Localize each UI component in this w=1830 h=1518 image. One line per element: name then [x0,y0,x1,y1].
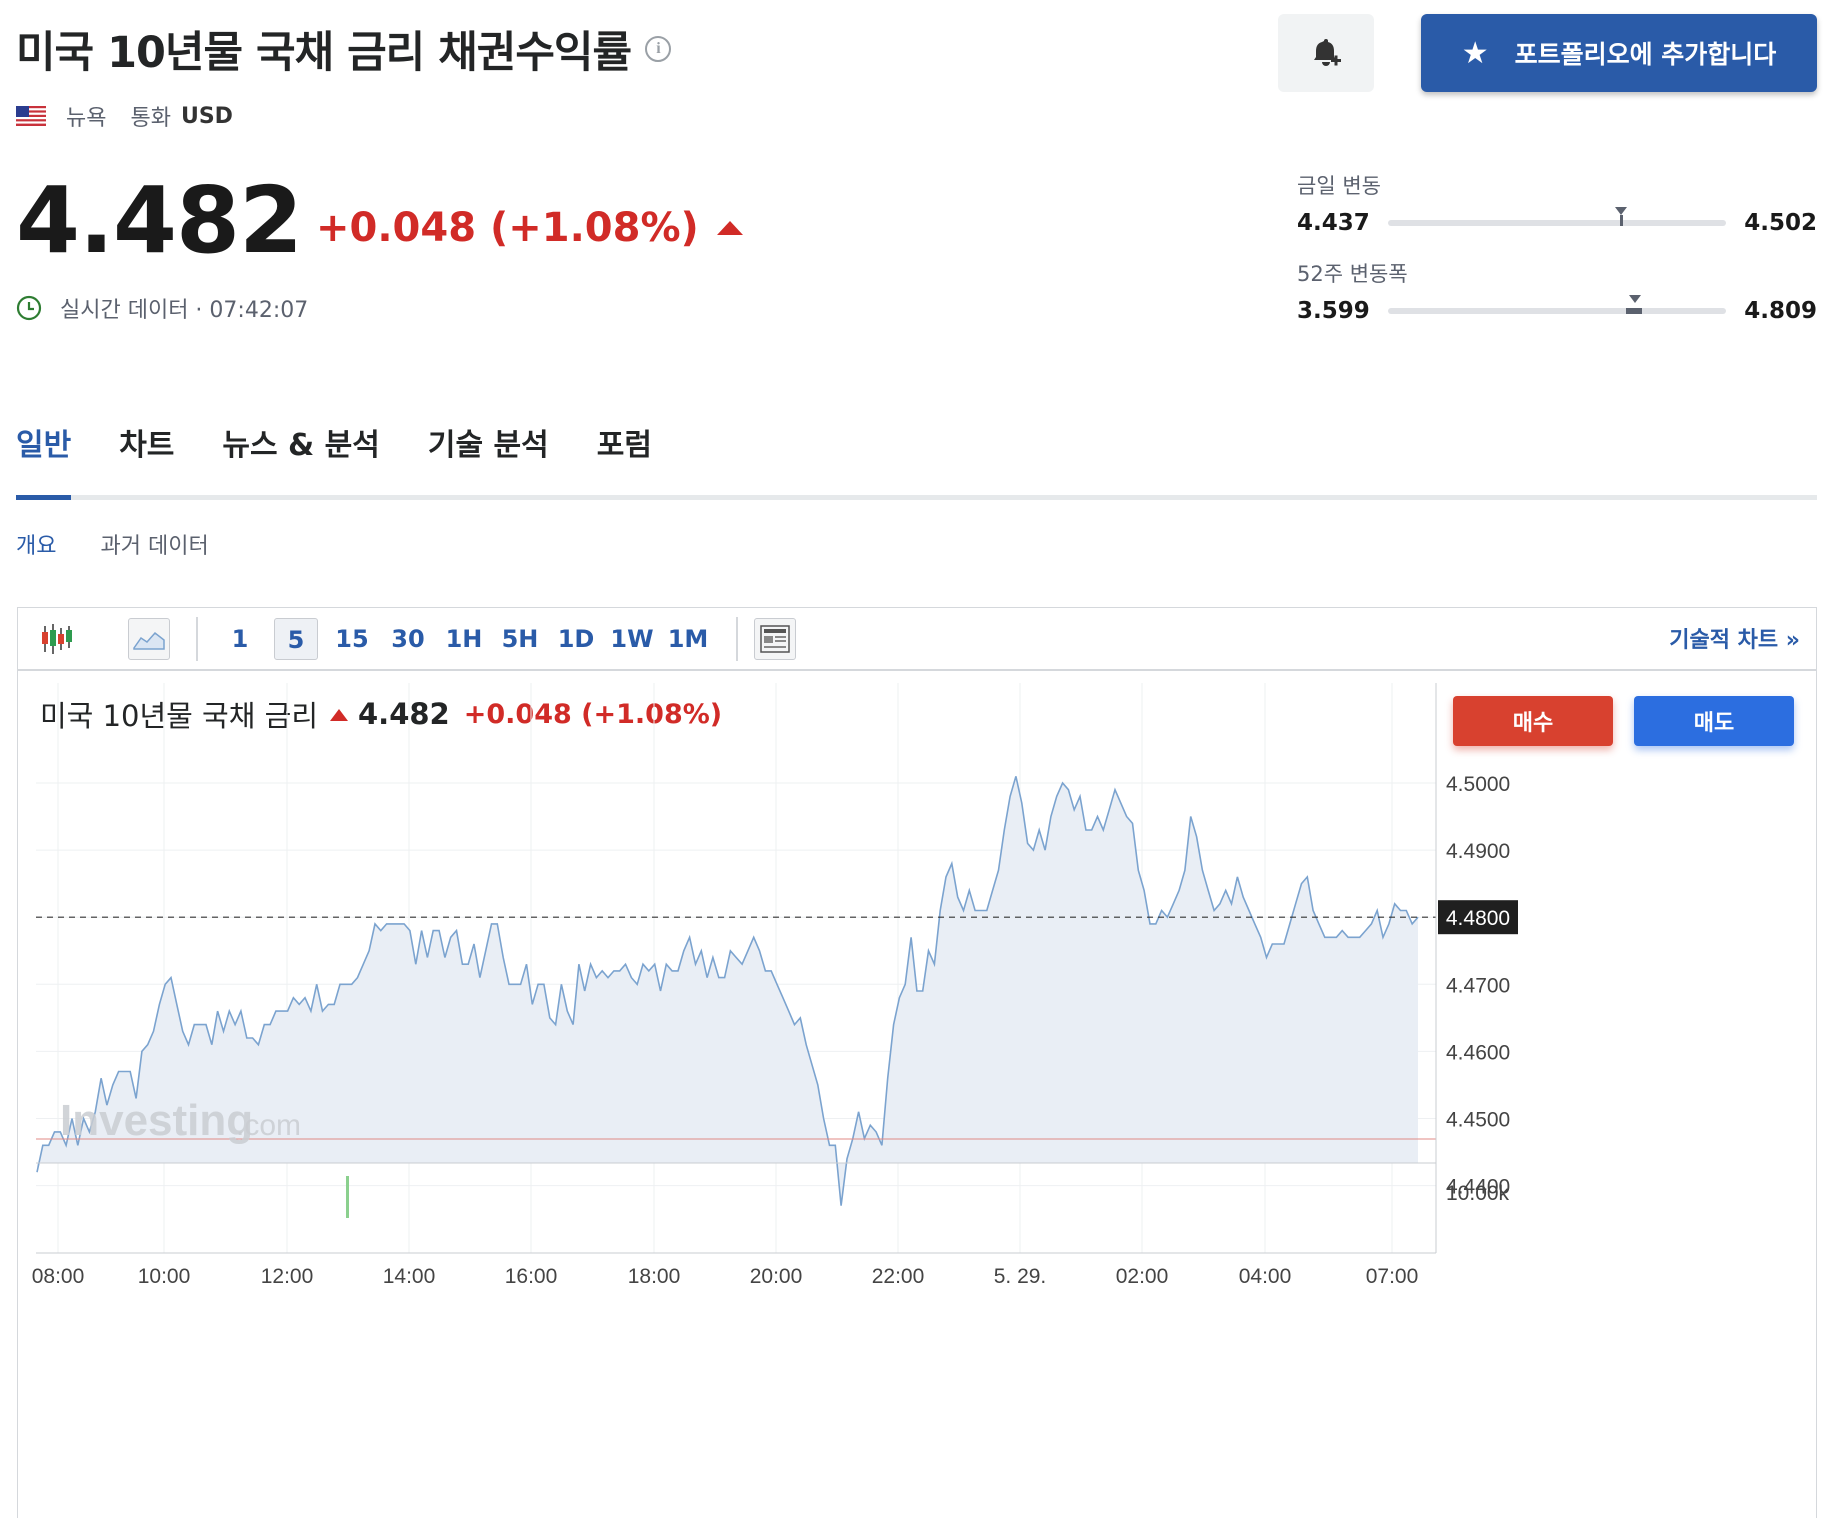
subtab-historical-data[interactable]: 과거 데이터 [100,534,209,559]
tab-technical-analysis[interactable]: 기술 분석 [427,428,549,463]
chart-toolbar: 1 5 15 30 1H 5H 1D 1W 1M 기술적 차트 » [18,608,1816,671]
y-tick-label: 4.4400 [1446,1176,1510,1199]
timeframe-1m[interactable]: 1M [667,624,709,653]
volume-axis-label: 10.00k [1446,1182,1510,1205]
day-range-marker [1615,207,1628,215]
price-change: +0.048 (+1.08%) [316,205,743,251]
bell-plus-icon [1314,39,1341,66]
52-week-high: 4.809 [1744,298,1817,324]
toolbar-divider [196,616,198,661]
x-tick-label: 16:00 [505,1265,558,1288]
technical-chart-link[interactable]: 기술적 차트 » [1669,628,1800,653]
up-arrow-icon [716,221,743,235]
area-chart-glyph [133,631,165,650]
day-range: 금일 변동 4.437 4.502 [1297,170,1817,236]
chart-last-value: 4.482 [358,697,450,731]
timeframe-5[interactable]: 5 [274,617,318,660]
tab-general[interactable]: 일반 [16,420,72,500]
buy-button[interactable]: 매수 [1453,696,1613,746]
toolbar-divider [736,616,738,661]
y-tick-label: 4.4500 [1446,1109,1510,1132]
portfolio-button-label: 포트폴리오에 추가합니다 [1514,40,1777,69]
currency-value: USD [180,103,233,129]
price-line [36,776,1419,1206]
price-change-value: +0.048 (+1.08%) [316,205,699,251]
last-price: 4.482 [16,167,303,274]
sub-tabs: 개요 과거 데이터 [16,528,253,560]
add-to-portfolio-button[interactable]: ★ 포트폴리오에 추가합니다 [1421,14,1817,92]
y-tick-label: 4.4600 [1446,1041,1510,1064]
52-week-range-label: 52주 변동폭 [1297,262,1408,286]
chart-instrument-name: 미국 10년물 국채 금리 [40,699,318,733]
info-icon[interactable]: i [645,36,671,62]
price-chart[interactable]: 4.5000 4.4900 4.4800 4.4700 4.4600 4.4500 4.44… [18,608,1818,1518]
x-tick-label: 08:00 [32,1265,85,1288]
y-tick-label: 4.5000 [1446,773,1510,796]
y-tick-label: 4.4900 [1446,840,1510,863]
day-range-low: 4.437 [1297,210,1370,236]
investing-watermark-suffix: .com [236,1109,301,1142]
timeframe-30[interactable]: 30 [391,624,425,653]
day-range-high: 4.502 [1744,210,1817,236]
up-arrow-icon [330,709,348,721]
subtab-overview[interactable]: 개요 [16,534,57,559]
currency-label: 통화 [130,106,171,131]
timeframe-1h[interactable]: 1H [445,624,483,653]
x-tick-label: 12:00 [261,1265,314,1288]
x-tick-label: 04:00 [1239,1265,1292,1288]
realtime-text: 실시간 데이터 · 07:42:07 [60,298,309,323]
news-panel-icon[interactable] [754,617,796,660]
x-tick-label: 22:00 [872,1265,925,1288]
x-tick-label: 02:00 [1116,1265,1169,1288]
52-week-range-marker [1628,295,1641,303]
current-price-tag-label: 4.4800 [1446,907,1510,930]
tab-forum[interactable]: 포럼 [596,428,652,463]
main-tabs: 일반 차트 뉴스 & 분석 기술 분석 포럼 [16,420,1817,500]
timeframe-1d[interactable]: 1D [557,624,595,653]
day-range-indicator [1620,215,1624,226]
realtime-status: 실시간 데이터 · 07:42:07 [16,292,308,324]
day-range-bar [1387,207,1727,226]
us-flag-icon [16,106,46,126]
add-alert-button[interactable] [1278,14,1374,92]
timeframe-5h[interactable]: 5H [501,624,539,653]
y-tick-label: 4.4700 [1446,974,1510,997]
page-title: 미국 10년물 국채 금리 채권수익률 i [16,18,671,80]
52-week-range-bar [1387,295,1727,314]
news-panel-glyph [760,624,790,653]
current-price-tag [1438,900,1518,935]
timeframe-1[interactable]: 1 [231,624,249,653]
volume-bar [346,1176,349,1218]
candlestick-glyph [42,623,72,654]
tab-news-analysis[interactable]: 뉴스 & 분석 [222,428,380,463]
52-week-range: 52주 변동폭 3.599 4.809 [1297,258,1817,324]
tab-chart[interactable]: 차트 [119,428,175,463]
x-tick-label: 07:00 [1366,1265,1419,1288]
chart-change: +0.048 (+1.08%) [463,698,723,730]
chart-legend: 미국 10년물 국채 금리 4.482 +0.048 (+1.08%) [40,693,722,735]
52-week-range-indicator [1625,308,1642,314]
52-week-low: 3.599 [1297,298,1370,324]
x-tick-label: 10:00 [138,1265,191,1288]
instrument-meta: 뉴욕 통화 USD [16,100,233,132]
timeframe-1w[interactable]: 1W [610,624,654,653]
area-chart-icon[interactable] [128,617,170,660]
star-icon: ★ [1461,35,1489,71]
exchange-location: 뉴욕 [66,106,107,131]
chart-widget: 1 5 15 30 1H 5H 1D 1W 1M 기술적 차트 » 미국 10년… [17,607,1817,1518]
investing-watermark: Investing [60,1096,253,1145]
area-fill [37,776,1418,1206]
x-tick-label: 20:00 [750,1265,803,1288]
candlestick-icon[interactable] [34,616,80,662]
x-tick-label: 18:00 [628,1265,681,1288]
x-tick-label: 5. 29. [994,1265,1047,1288]
sell-button[interactable]: 매도 [1634,696,1794,746]
timeframe-15[interactable]: 15 [335,624,369,653]
instrument-title: 미국 10년물 국채 금리 채권수익률 [16,28,632,78]
day-range-label: 금일 변동 [1297,174,1381,198]
x-tick-label: 14:00 [383,1265,436,1288]
clock-icon [16,295,42,321]
